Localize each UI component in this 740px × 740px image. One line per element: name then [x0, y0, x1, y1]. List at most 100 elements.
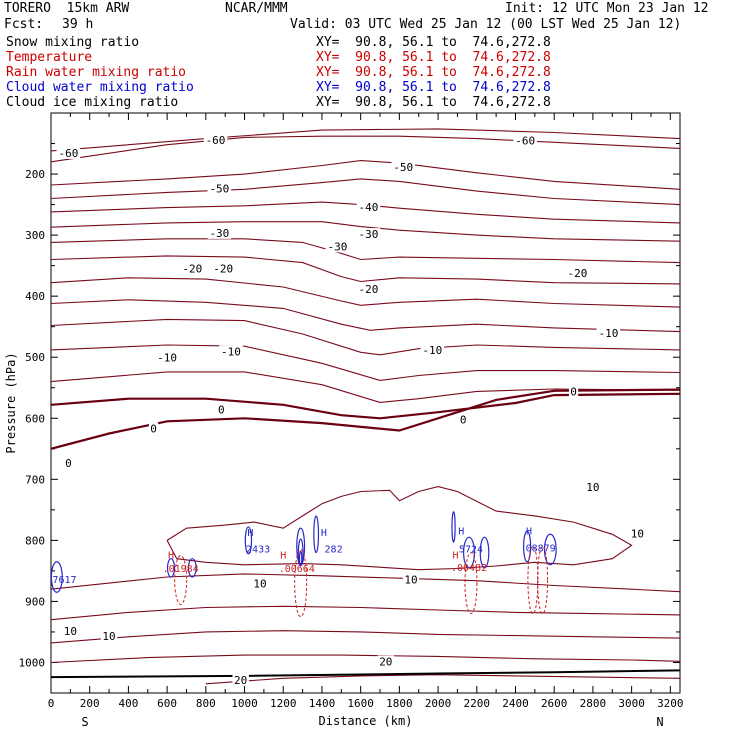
isotherm-label-bg: [219, 345, 243, 358]
x-tick-label: 1800: [386, 697, 413, 710]
x-tick-label: 2000: [425, 697, 452, 710]
isotherm-15: [166, 486, 633, 571]
rain-label-0: H: [168, 551, 174, 562]
x-axis-label: Distance (km): [319, 714, 413, 728]
cloud-water-contour-9: [166, 558, 176, 578]
y-tick-label: 200: [25, 168, 45, 181]
y-tick-label: 800: [25, 534, 45, 547]
cloud-water-label-0: H: [247, 528, 253, 539]
isotherm-label-bg: [155, 351, 179, 364]
plot-frame: [50, 112, 681, 694]
isotherm-10: [51, 318, 680, 356]
y-tick-label: 600: [25, 412, 45, 425]
cloud-water-contour-6: [479, 536, 490, 569]
isotherm-label-bg: [211, 262, 236, 275]
isotherm-label-25: 10: [253, 577, 266, 590]
y-tick-label: 500: [25, 351, 45, 364]
x-tick-label: 2800: [580, 697, 607, 710]
organization: NCAR/MMM: [225, 1, 288, 16]
isotherm-label-bg: [356, 228, 381, 241]
isotherm-label-bg: [596, 327, 621, 340]
isotherm-label-bg: [232, 673, 249, 686]
isotherm-label-10: -20: [213, 262, 233, 275]
cloud-water-label-3: 282: [325, 545, 343, 556]
rain-label-4: .00482: [451, 563, 487, 574]
legend-name-2: Rain water mixing ratio: [6, 65, 187, 80]
isotherm-14: [51, 388, 680, 450]
isotherm-label-bg: [458, 413, 468, 426]
cloud-water-contour-7: [523, 530, 532, 563]
isotherm-label-24: 10: [404, 574, 417, 587]
x-tick-label: 2600: [541, 697, 568, 710]
isotherm-label-bg: [377, 655, 395, 668]
x-tick-label: 2400: [502, 697, 529, 710]
isotherm-label-23: 10: [631, 527, 644, 540]
isotherm-label-bg: [513, 134, 537, 147]
isotherm-label-0: -60: [58, 147, 78, 160]
isotherm-label-bg: [56, 146, 81, 159]
isotherm-17: [51, 605, 680, 621]
isotherm-20: [205, 674, 680, 685]
endpoint-left-label: S: [81, 715, 88, 729]
isotherm-label-bg: [207, 182, 232, 195]
isotherm-label-bg: [565, 267, 590, 280]
isotherm-label-bg: [420, 344, 445, 357]
isotherm-label-14: -10: [221, 345, 241, 358]
isotherm-label-7: -30: [327, 240, 347, 253]
isotherm-label-1: -60: [206, 134, 226, 147]
isotherm-label-15: -10: [422, 344, 442, 357]
isotherm-label-bg: [216, 403, 226, 416]
isotherm-label-bg: [203, 134, 228, 147]
rain-contour-0: [174, 555, 188, 605]
legend-xy-3: XY= 90.8, 56.1 to 74.6,272.8: [316, 80, 551, 95]
endpoint-right-label: N: [656, 715, 663, 729]
isotherm-label-11: -20: [358, 283, 378, 296]
x-tick-label: 1000: [231, 697, 258, 710]
legend-name-0: Snow mixing ratio: [6, 35, 140, 50]
x-tick-label: 400: [118, 697, 138, 710]
isotherm-label-bg: [62, 624, 79, 637]
cloud-water-contour-10: [187, 558, 197, 578]
isotherm-label-bg: [402, 573, 420, 586]
rain-label-5: .01984: [163, 564, 199, 575]
isotherm-label-19: 0: [460, 414, 467, 427]
isotherm-label-bg: [100, 629, 118, 642]
legend-xy-0: XY= 90.8, 56.1 to 74.6,272.8: [316, 35, 551, 50]
isotherm-label-4: -50: [393, 161, 413, 174]
isotherm-label-bg: [629, 527, 646, 540]
isotherm-12: [51, 371, 680, 403]
legend-name-4: Cloud ice mixing ratio: [6, 95, 179, 110]
isotherm-label-bg: [325, 240, 350, 253]
isotherm-3: [51, 178, 680, 206]
y-axis-label: Pressure (hPa): [4, 352, 18, 453]
x-tick-label: 1200: [270, 697, 297, 710]
isotherm-label-29: 20: [379, 655, 392, 668]
cloud-water-contour-1: [313, 515, 320, 554]
cloud-water-contour-5: [463, 536, 476, 569]
y-tick-label: 700: [25, 473, 45, 486]
rain-contour-2: [464, 552, 478, 615]
cloud-water-contour-11: [51, 561, 63, 593]
ground-surface-line: [51, 669, 680, 679]
x-tick-label: 3000: [618, 697, 645, 710]
valid-time: Valid: 03 UTC Wed 25 Jan 12 (00 LST Wed …: [290, 17, 682, 32]
isotherm-2: [51, 160, 680, 190]
rain-contour-1: [294, 549, 308, 618]
forecast-label: Fcst:: [4, 17, 44, 32]
legend-xy-1: XY= 90.8, 56.1 to 74.6,272.8: [316, 50, 551, 65]
isotherm-11: [51, 344, 680, 381]
isotherm-label-9: -20: [182, 262, 202, 275]
x-tick-label: 3200: [657, 697, 684, 710]
x-tick-label: 800: [196, 697, 216, 710]
isotherm-label-6: -30: [209, 227, 229, 240]
x-tick-label: 2200: [464, 697, 491, 710]
rain-contour-3: [527, 545, 539, 615]
cloud-water-contour-0: [244, 526, 253, 555]
isotherm-7: [51, 255, 680, 285]
isotherm-label-18: 0: [218, 403, 225, 416]
isotherm-0: [51, 135, 680, 163]
y-tick-label: 400: [25, 290, 45, 303]
isotherm-6: [51, 238, 680, 264]
isotherm-8: [51, 277, 680, 308]
